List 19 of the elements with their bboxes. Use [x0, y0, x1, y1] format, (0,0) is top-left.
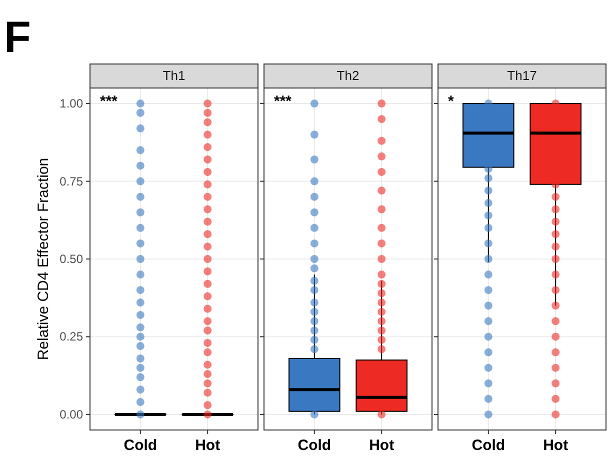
x-tick-label: Cold	[298, 437, 332, 454]
x-tick-label: Hot	[543, 437, 568, 454]
x-tick-label: Cold	[124, 437, 158, 454]
x-tick-label: Hot	[195, 437, 220, 454]
y-tick-label: 0.75	[60, 174, 84, 188]
y-tick-label: 1.00	[60, 96, 84, 111]
y-axis-title: Relative CD4 Effector Fraction	[35, 158, 52, 360]
y-tick-label: 0.25	[60, 330, 84, 344]
annotation: ***	[274, 93, 292, 110]
x-tick-label: Cold	[472, 437, 506, 454]
y-tick-label: 0.50	[60, 252, 84, 266]
y-tick-label: 0.00	[60, 407, 84, 422]
annotation: *	[448, 93, 454, 110]
x-tick-label: Hot	[369, 437, 394, 454]
chart-title: Th17	[507, 68, 537, 83]
chart-title: Th2	[336, 68, 360, 83]
text: F	[4, 13, 31, 62]
annotation: ***	[100, 93, 118, 110]
chart-title: Th1	[162, 68, 186, 83]
